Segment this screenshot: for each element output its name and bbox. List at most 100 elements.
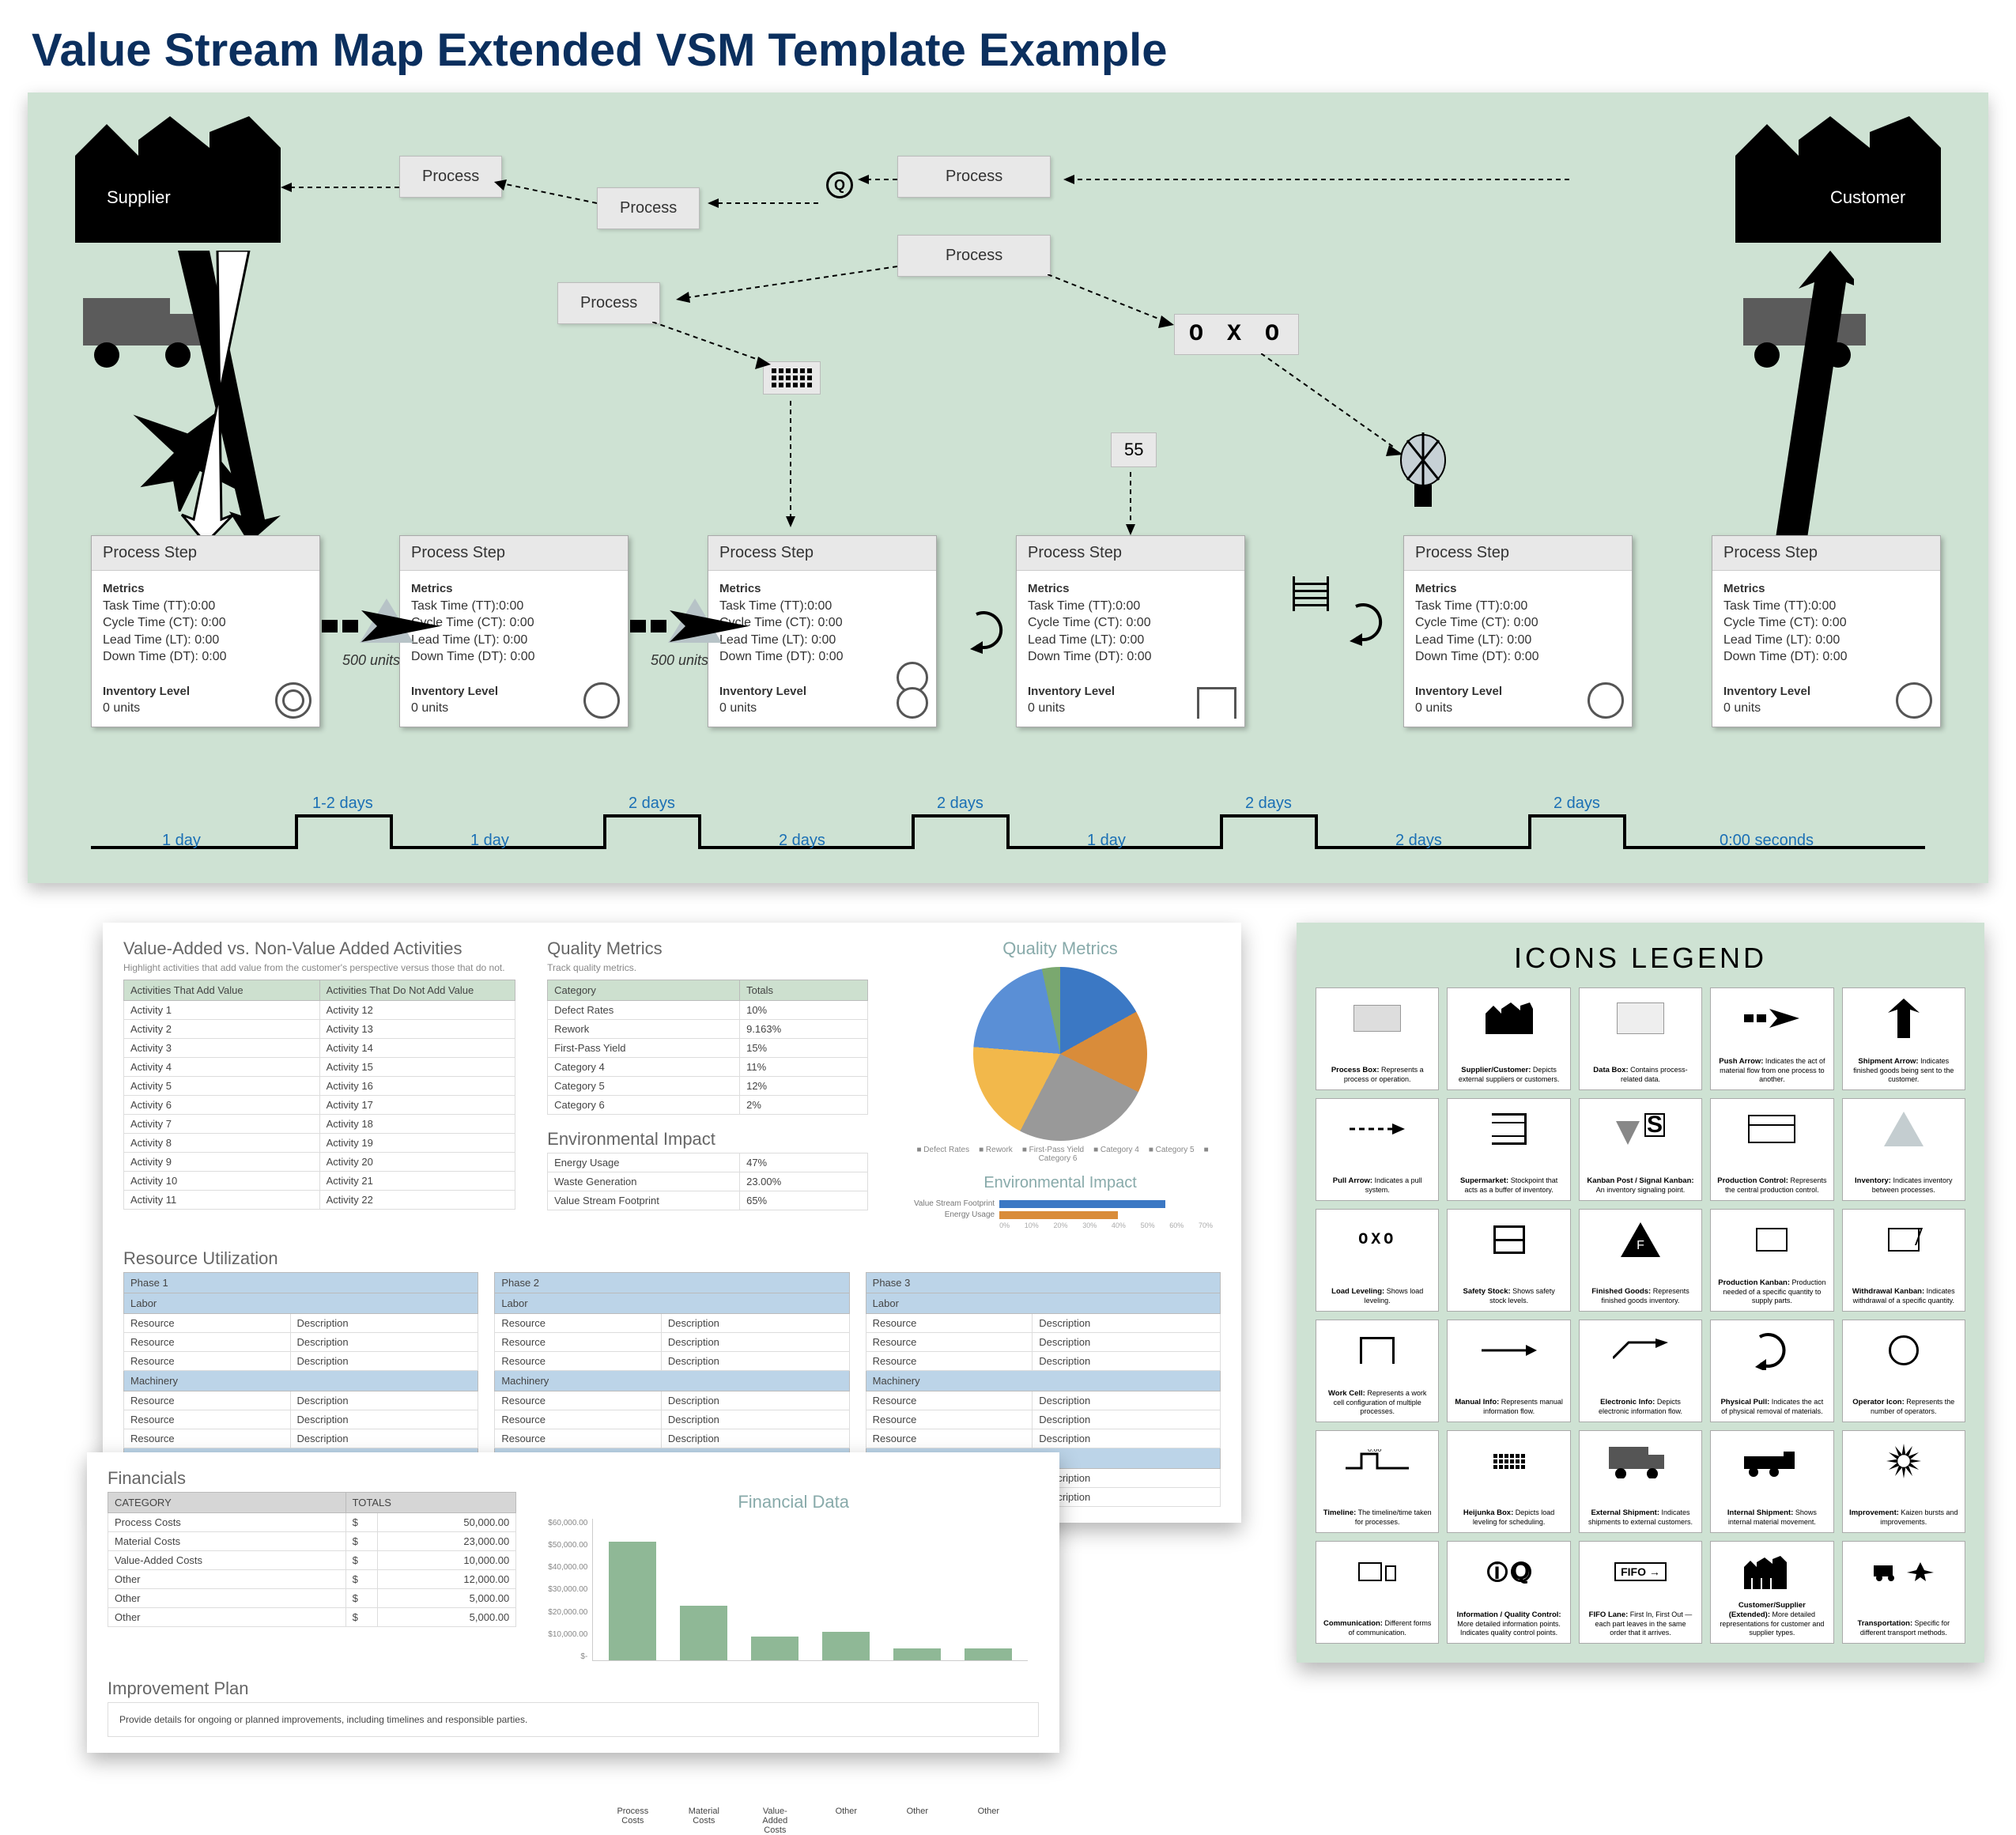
legend-icon [1493, 1216, 1525, 1263]
kaizen-burst-icon [1395, 432, 1451, 523]
quality-pie-chart [973, 967, 1147, 1141]
timeline-upper: 2 days [937, 795, 983, 813]
quality-chart-title: Quality Metrics [900, 938, 1221, 959]
timeline-lower: 1 day [1087, 832, 1126, 850]
legend-icon [1884, 1105, 1924, 1153]
legend-cell: Data Box: Contains process-related data. [1579, 987, 1702, 1090]
timeline-upper: 2 days [1245, 795, 1292, 813]
legend-cell: Supplier/Customer: Depicts external supp… [1447, 987, 1570, 1090]
legend-cell: Shipment Arrow: Indicates finished goods… [1842, 987, 1965, 1090]
legend-icon: FIFO → [1614, 1548, 1667, 1595]
info-arrow [676, 259, 897, 306]
legend-cell: Manual Info: Represents manual informati… [1447, 1320, 1570, 1422]
legend-cell: Pull Arrow: Indicates a pull system. [1316, 1098, 1439, 1201]
fin-chart-title: Financial Data [548, 1492, 1039, 1512]
push-arrow-icon [630, 610, 749, 642]
legend-text: Information / Quality Control: More deta… [1454, 1610, 1563, 1637]
quality-sub: Track quality metrics. [547, 962, 868, 973]
legend-cell: Production Control: Represents the centr… [1710, 1098, 1833, 1201]
env-heading: Environmental Impact [547, 1129, 868, 1150]
legend-icon [1744, 1548, 1799, 1595]
info-arrow [858, 172, 897, 187]
info-arrow [1261, 353, 1403, 456]
metrics-panel: Value-Added vs. Non-Value Added Activiti… [103, 923, 1241, 1523]
improve-text: Provide details for ongoing or planned i… [108, 1702, 1039, 1737]
quality-heading: Quality Metrics [547, 938, 868, 959]
info-arrow [1123, 472, 1138, 535]
legend-cell: iQ Information / Quality Control: More d… [1447, 1541, 1570, 1644]
legend-cell: 0:00 Timeline: The timeline/time taken f… [1316, 1430, 1439, 1533]
legend-icon: 0:00 [1346, 1437, 1409, 1485]
legend-cell: Production Kanban: Production needed of … [1710, 1209, 1833, 1312]
legend-icon [1486, 995, 1533, 1042]
legend-cell: S Kanban Post / Signal Kanban: An invent… [1579, 1098, 1702, 1201]
process-box: Process [897, 235, 1051, 277]
inventory-label: 500 units [651, 652, 708, 669]
legend-icon [1884, 1437, 1924, 1485]
legend-text: Data Box: Contains process-related data. [1586, 1066, 1695, 1083]
legend-text: Work Cell: Represents a work cell config… [1323, 1389, 1432, 1415]
process-box: Process [597, 187, 700, 229]
fin-bar-chart: Process CostsMaterial CostsValue-Added C… [592, 1519, 1028, 1661]
vsm-diagram: Supplier Customer Process Process Proces… [28, 93, 1988, 883]
quality-control-icon: Q [826, 172, 853, 198]
process-box: Process [399, 156, 502, 198]
legend-text: Supermarket: Stockpoint that acts as a b… [1454, 1176, 1563, 1194]
timeline-upper: 2 days [1554, 795, 1600, 813]
legend-text: Timeline: The timeline/time taken for pr… [1323, 1508, 1432, 1526]
legend-cell: Push Arrow: Indicates the act of materia… [1710, 987, 1833, 1090]
legend-text: Physical Pull: Indicates the act of phys… [1717, 1398, 1826, 1415]
heijunka-icon [763, 361, 821, 395]
improve-heading: Improvement Plan [108, 1678, 1039, 1699]
legend-icon [1617, 995, 1664, 1042]
timeline-lower: 2 days [1395, 832, 1442, 850]
legend-cell: Work Cell: Represents a work cell config… [1316, 1320, 1439, 1422]
legend-cell: Improvement: Kaizen bursts and improveme… [1842, 1430, 1965, 1533]
svg-text:0:00: 0:00 [1368, 1449, 1382, 1453]
legend-icon [1613, 1327, 1668, 1374]
legend-text: Heijunka Box: Depicts load leveling for … [1454, 1508, 1563, 1526]
activities-sub: Highlight activities that add value from… [123, 962, 515, 973]
legend-icon: OXO [1358, 1216, 1396, 1263]
timeline-lower: 1 day [470, 832, 509, 850]
process-step: Process Step MetricsTask Time (TT):0:00C… [1403, 535, 1633, 727]
legend-text: Process Box: Represents a process or ope… [1323, 1066, 1432, 1083]
legend-text: Finished Goods: Represents finished good… [1586, 1287, 1695, 1305]
info-arrow [1063, 172, 1569, 187]
legend-cell: Withdrawal Kanban: Indicates withdrawal … [1842, 1209, 1965, 1312]
legend-icon: iQ [1487, 1548, 1531, 1595]
legend-icon [1744, 1437, 1799, 1485]
legend-icon: F [1621, 1216, 1660, 1263]
legend-text: Production Control: Represents the centr… [1717, 1176, 1826, 1194]
legend-cell: Electronic Info: Depicts electronic info… [1579, 1320, 1702, 1422]
process-box: Process [897, 156, 1051, 198]
shipment-arrow-icon [1743, 251, 1854, 543]
legend-heading: ICONS LEGEND [1316, 942, 1965, 975]
legend-cell: External Shipment: Indicates shipments t… [1579, 1430, 1702, 1533]
legend-text: Transportation: Specific for different t… [1849, 1619, 1958, 1637]
safety-stock-icon [1293, 583, 1329, 611]
count-box: 55 [1111, 432, 1157, 467]
physical-pull-icon [1348, 598, 1395, 646]
info-arrow [652, 322, 771, 369]
push-arrow-icon [322, 610, 440, 642]
legend-cell: Operator Icon: Represents the number of … [1842, 1320, 1965, 1422]
timeline-upper: 2 days [629, 795, 675, 813]
legend-text: Shipment Arrow: Indicates finished goods… [1849, 1057, 1958, 1083]
process-box: Process [557, 282, 660, 324]
resource-heading: Resource Utilization [123, 1248, 1221, 1269]
legend-text: Improvement: Kaizen bursts and improveme… [1849, 1508, 1958, 1526]
legend-text: External Shipment: Indicates shipments t… [1586, 1508, 1695, 1526]
page-title: Value Stream Map Extended VSM Template E… [0, 0, 2016, 93]
legend-text: Pull Arrow: Indicates a pull system. [1323, 1176, 1432, 1194]
legend-cell: Supermarket: Stockpoint that acts as a b… [1447, 1098, 1570, 1201]
legend-icon [1744, 995, 1799, 1042]
physical-pull-icon [968, 606, 1016, 654]
info-arrow [281, 179, 399, 195]
timeline-lower: 2 days [779, 832, 825, 850]
legend-cell: FIFO → FIFO Lane: First In, First Out — … [1579, 1541, 1702, 1644]
legend-cell: Safety Stock: Shows safety stock levels. [1447, 1209, 1570, 1312]
process-step: Process Step MetricsTask Time (TT):0:00C… [91, 535, 320, 727]
legend-icon [1752, 1327, 1791, 1374]
pie-legend: ■ Defect Rates■ Rework■ First-Pass Yield… [900, 1146, 1221, 1163]
